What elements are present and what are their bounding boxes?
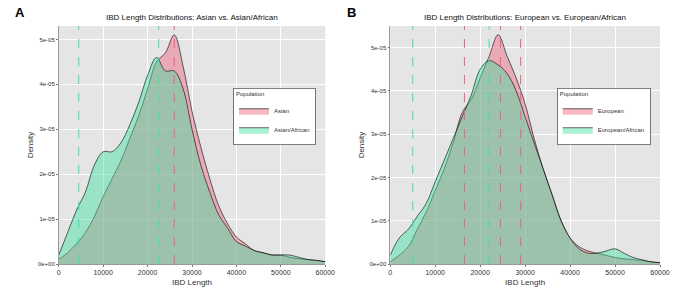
svg-text:50000: 50000 xyxy=(271,269,291,276)
svg-text:60000: 60000 xyxy=(316,269,336,276)
svg-text:20000: 20000 xyxy=(138,269,158,276)
svg-text:IBD Length: IBD Length xyxy=(172,278,212,287)
svg-text:0e+00: 0e+00 xyxy=(369,261,387,267)
svg-text:0e+00: 0e+00 xyxy=(38,261,56,267)
svg-text:60000: 60000 xyxy=(650,269,670,276)
svg-text:2e-05: 2e-05 xyxy=(371,175,387,181)
svg-text:20000: 20000 xyxy=(470,269,490,276)
svg-text:Population: Population xyxy=(560,91,588,97)
svg-text:0: 0 xyxy=(57,269,61,276)
svg-text:40000: 40000 xyxy=(227,269,247,276)
svg-text:1e-05: 1e-05 xyxy=(371,218,387,224)
svg-text:IBD Length: IBD Length xyxy=(505,278,545,287)
svg-text:4e-05: 4e-05 xyxy=(371,88,387,94)
svg-text:Asian: Asian xyxy=(274,108,289,114)
svg-text:Density: Density xyxy=(357,132,366,159)
svg-text:40000: 40000 xyxy=(560,269,580,276)
svg-text:3e-05: 3e-05 xyxy=(39,126,55,132)
svg-text:B: B xyxy=(347,5,356,20)
svg-text:A: A xyxy=(15,5,25,20)
svg-text:10000: 10000 xyxy=(93,269,113,276)
svg-text:European: European xyxy=(598,108,624,114)
svg-text:5e-05: 5e-05 xyxy=(371,45,387,51)
svg-text:2e-05: 2e-05 xyxy=(39,171,55,177)
svg-text:4e-05: 4e-05 xyxy=(39,81,55,87)
svg-text:5e-05: 5e-05 xyxy=(39,37,55,43)
svg-text:30000: 30000 xyxy=(515,269,535,276)
svg-text:IBD Length Distributions: Asia: IBD Length Distributions: Asian vs. Asia… xyxy=(106,13,278,22)
svg-text:Asian/African: Asian/African xyxy=(274,127,309,133)
svg-text:Population: Population xyxy=(236,91,264,97)
svg-text:3e-05: 3e-05 xyxy=(371,131,387,137)
svg-text:European/African: European/African xyxy=(598,127,644,133)
svg-text:30000: 30000 xyxy=(182,269,202,276)
svg-text:10000: 10000 xyxy=(425,269,445,276)
svg-text:IBD Length Distributions: Euro: IBD Length Distributions: European vs. E… xyxy=(424,13,626,22)
svg-text:0: 0 xyxy=(388,269,392,276)
svg-text:Density: Density xyxy=(26,132,35,159)
svg-text:50000: 50000 xyxy=(605,269,625,276)
svg-text:1e-05: 1e-05 xyxy=(39,216,55,222)
